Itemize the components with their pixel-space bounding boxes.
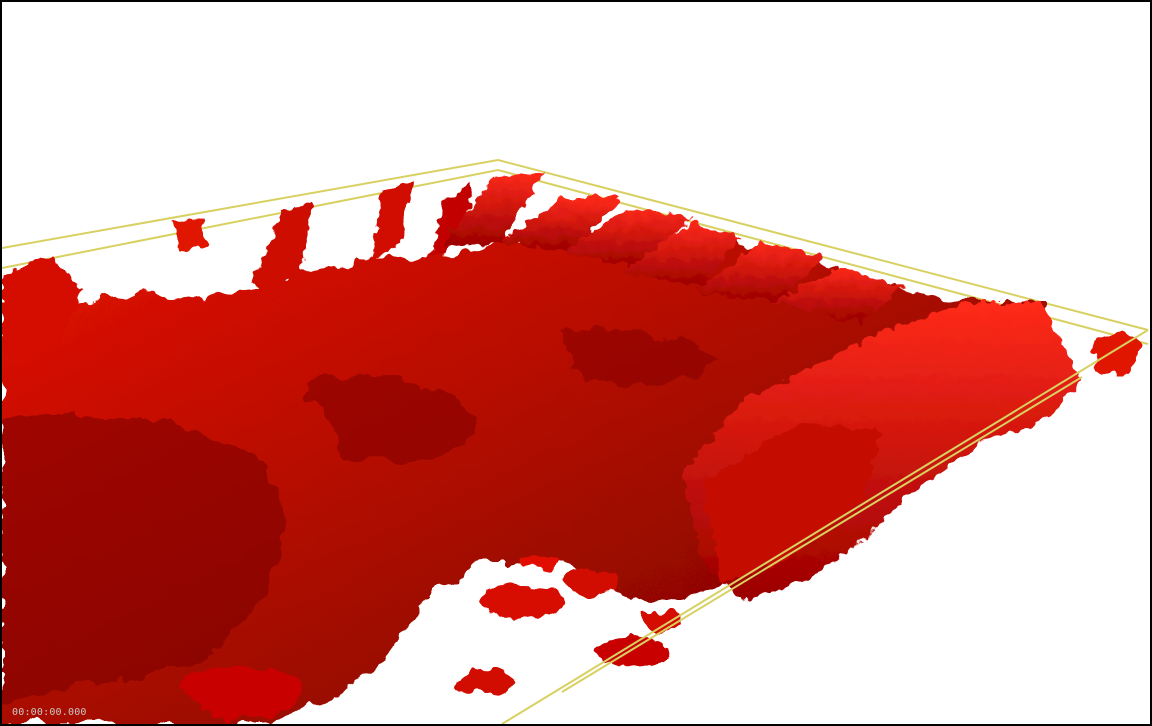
bounding-box (2, 158, 1149, 345)
red-isosurface (2, 172, 1142, 724)
timestamp-label: 00:00:00.000 (12, 707, 87, 718)
bounding-box-front (501, 329, 1149, 724)
